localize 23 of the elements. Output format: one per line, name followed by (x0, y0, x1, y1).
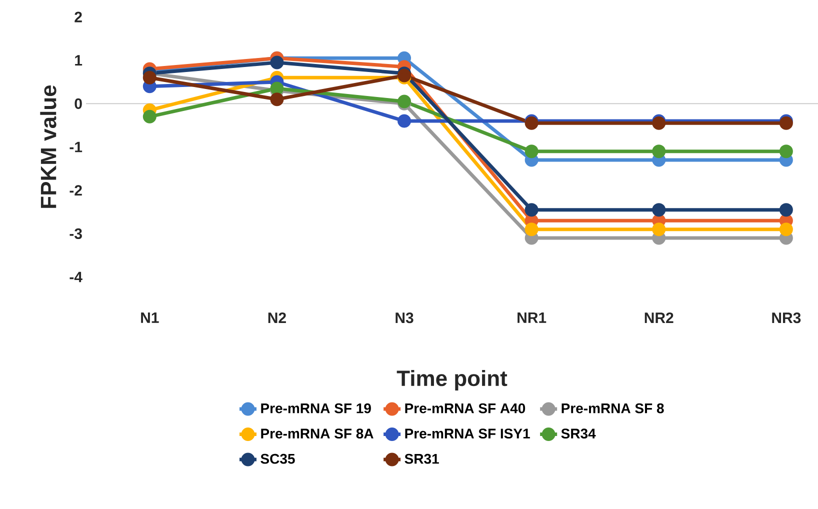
x-tick-label: N2 (268, 312, 286, 323)
x-tick-label: N1 (141, 312, 159, 323)
y-tick-label: -1 (70, 142, 82, 152)
legend-label: Pre-mRNA SF A40 (405, 403, 526, 414)
legend-label: Pre-mRNA SF 19 (261, 403, 371, 414)
y-tick-label: -3 (70, 228, 82, 239)
x-tick-label: NR2 (644, 312, 674, 323)
x-tick-label: NR1 (518, 312, 546, 323)
y-tick-label: 0 (74, 98, 82, 109)
y-tick-label: -4 (70, 272, 82, 282)
y-tick-label: 2 (74, 12, 82, 22)
legend-label: SC35 (260, 454, 295, 464)
y-axis-title: FPKM value (40, 85, 56, 208)
legend-label: Pre-mRNA SF 8A (261, 428, 374, 439)
legend-label: SR31 (404, 454, 439, 464)
x-tick-label: NR3 (772, 312, 801, 324)
y-tick-label: -2 (70, 185, 82, 196)
x-axis-title: Time point (396, 370, 508, 390)
legend-label: Pre-mRNA SF ISY1 (405, 428, 530, 439)
x-tick-label: N3 (396, 312, 414, 324)
legend-label: SR34 (561, 428, 596, 439)
y-tick-label: 1 (75, 55, 82, 66)
legend-label: Pre-mRNA SF 8 (562, 403, 664, 414)
